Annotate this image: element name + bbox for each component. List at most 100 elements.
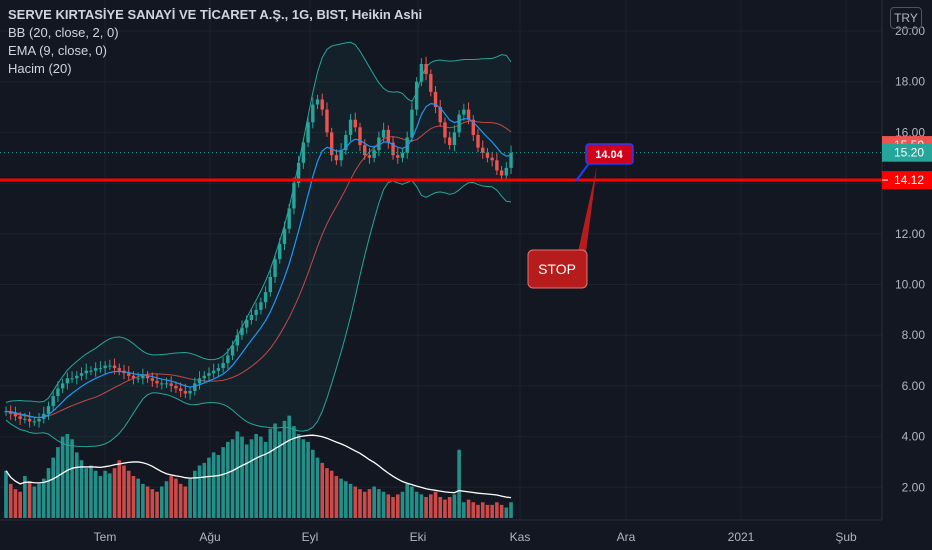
volume-bar: [56, 447, 60, 518]
volume-bar: [377, 489, 381, 518]
candle-body: [216, 368, 221, 371]
volume-bar: [98, 476, 103, 518]
volume-bar: [282, 420, 287, 518]
volume-bar: [419, 494, 424, 518]
candle-body: [235, 335, 239, 346]
volume-bar: [499, 504, 504, 518]
candle-body: [56, 388, 60, 397]
bb-legend[interactable]: BB (20, close, 2, 0): [8, 25, 119, 40]
volume-bars: [4, 415, 513, 518]
candle-body: [405, 137, 409, 153]
volume-bar: [462, 502, 466, 518]
volume-bar: [60, 436, 65, 518]
volume-bar: [136, 478, 140, 518]
candle-body: [46, 406, 51, 414]
candle-body: [509, 152, 513, 168]
candle-body: [490, 157, 494, 161]
x-tick-label: Ağu: [199, 530, 220, 544]
volume-bar: [466, 499, 471, 518]
volume-bar: [306, 441, 310, 518]
candle-body: [367, 155, 372, 158]
candle-body: [75, 375, 79, 379]
candle-body: [249, 314, 254, 320]
volume-bar: [452, 494, 457, 518]
candle-body: [396, 155, 400, 158]
volume-bar: [174, 478, 178, 518]
candle-body: [136, 378, 140, 380]
symbol-title[interactable]: SERVE KIRTASİYE SANAYİ VE TİCARET A.Ş., …: [8, 7, 423, 22]
candle-body: [457, 114, 461, 133]
volume-bar: [4, 470, 8, 518]
candle-body: [481, 147, 485, 153]
candle-body: [127, 373, 131, 376]
volume-bar: [277, 431, 282, 518]
currency-button[interactable]: TRY: [890, 7, 922, 29]
candle-body: [268, 276, 273, 293]
candle-body: [311, 104, 315, 123]
x-tick-label: Eki: [410, 530, 427, 544]
volume-bar: [254, 434, 258, 518]
candle-body: [183, 390, 188, 394]
candle-body: [202, 375, 206, 379]
candle-body: [98, 368, 103, 370]
candle-body: [93, 368, 98, 371]
volume-bar: [159, 486, 164, 518]
candle-body: [263, 292, 268, 303]
volume-bar: [46, 468, 51, 518]
candle-body: [254, 309, 258, 315]
volume-bar: [226, 441, 230, 518]
volume-bar: [424, 497, 428, 518]
volume-bar: [103, 470, 107, 518]
volume-bar: [41, 478, 46, 518]
volume-bar: [287, 415, 291, 518]
volume-bar: [112, 468, 117, 518]
candle-body: [103, 365, 107, 369]
volume-bar: [18, 491, 22, 518]
bb-fill: [6, 42, 512, 447]
candle-body: [207, 373, 211, 376]
bb-basis: [5, 120, 512, 419]
candle-body: [178, 388, 183, 391]
candle-body: [27, 418, 32, 422]
volume-bar: [193, 470, 197, 518]
candle-body: [37, 418, 41, 422]
volume-bar: [117, 460, 122, 518]
volume-bar: [240, 436, 244, 518]
candle-body: [282, 228, 287, 244]
candle-body: [193, 383, 197, 391]
x-tick-label: Kas: [510, 530, 531, 544]
stop-text: STOP: [538, 261, 576, 277]
volume-bar: [141, 483, 145, 518]
volume-bar: [391, 497, 395, 518]
candle-body: [315, 99, 320, 105]
volume-bar: [273, 423, 277, 518]
candle-body: [296, 162, 301, 184]
volume-bar: [183, 486, 188, 518]
volume-bar: [216, 455, 221, 518]
x-tick-label: 2021: [728, 530, 755, 544]
volume-bar: [476, 504, 480, 518]
volume-bar: [386, 494, 391, 518]
volume-bar: [405, 483, 409, 518]
volume-legend[interactable]: Hacim (20): [8, 61, 72, 76]
candle-body: [188, 390, 192, 394]
indicator-lines: [0, 103, 882, 419]
candle-body: [452, 132, 457, 146]
ema-legend[interactable]: EMA (9, close, 0): [8, 43, 107, 58]
volume-bar: [372, 486, 376, 518]
x-tick-label: Ara: [617, 530, 636, 544]
candle-body: [433, 91, 438, 108]
candle-body: [89, 370, 93, 372]
stop-pointer: [578, 166, 597, 252]
candle-body: [164, 383, 169, 385]
candle-body: [117, 368, 121, 371]
candle-body: [169, 383, 173, 386]
candle-body: [499, 170, 504, 176]
volume-bar: [315, 457, 320, 518]
volume-bar: [89, 465, 93, 518]
volume-bar: [249, 439, 254, 518]
candle-body: [32, 421, 37, 423]
